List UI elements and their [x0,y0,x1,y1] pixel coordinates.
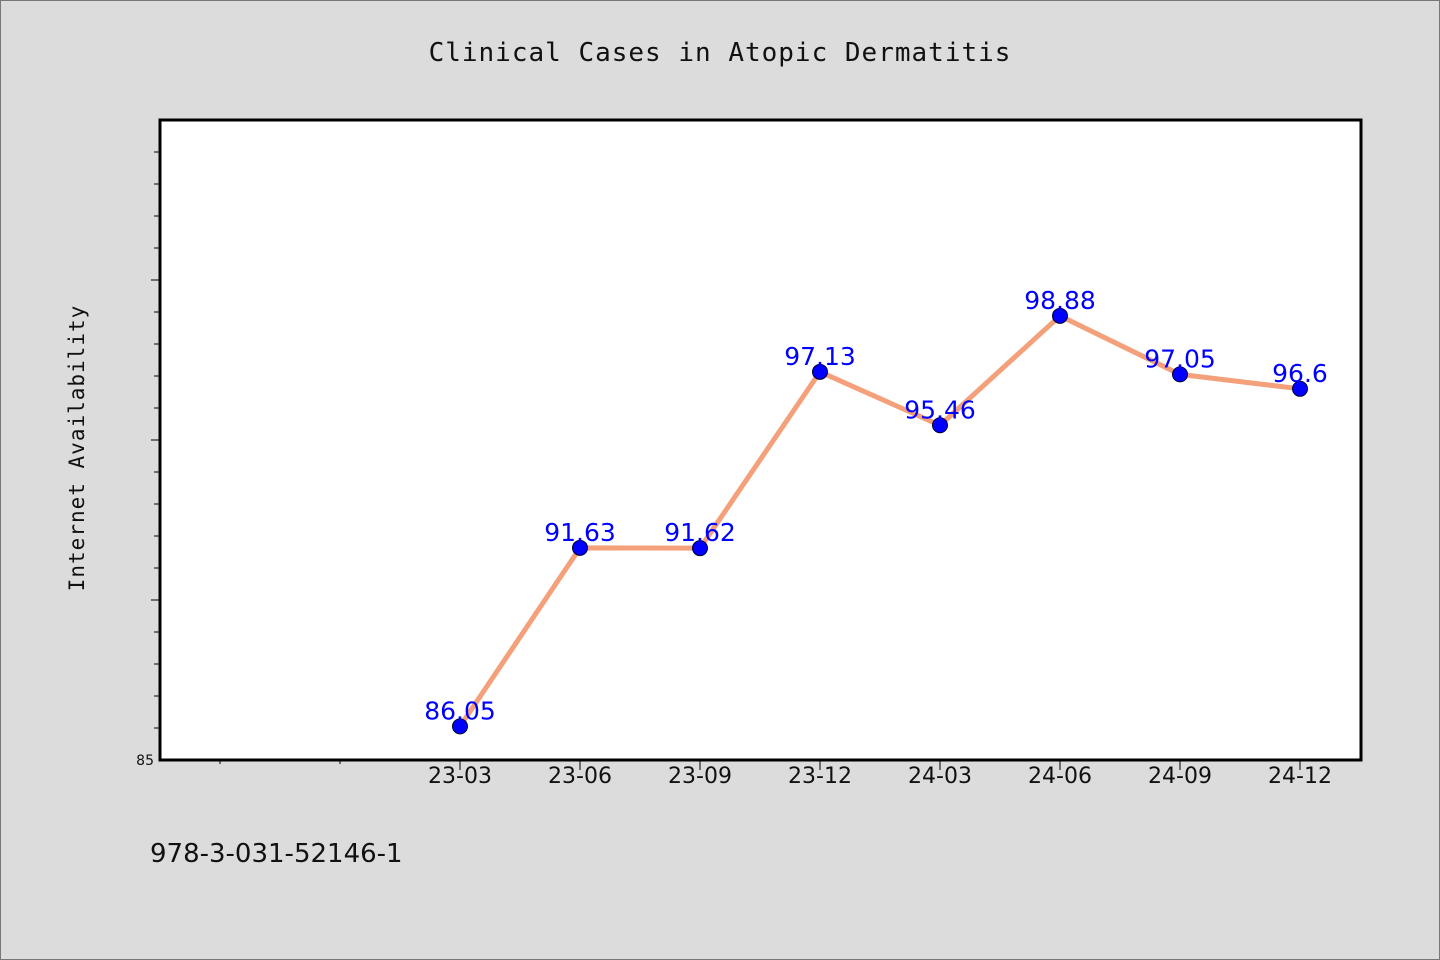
data-label: 97.13 [784,342,856,371]
x-tick-label: 24-03 [908,764,972,789]
data-label: 86.05 [424,696,496,725]
data-label: 97.05 [1144,344,1216,373]
plot-area [158,118,1363,762]
series-line [457,313,1301,728]
data-point [1292,380,1308,397]
series-line-group: 86.05 91.63 91.62 97.13 95.46 98.88 97.05 96.6 [424,286,1328,735]
x-tick-label: 23-12 [788,764,852,789]
y-axis-label: Internet Availability [65,305,89,592]
chart-title: Clinical Cases in Atopic Dermatitis [429,38,1012,68]
data-label: 95.46 [904,395,976,424]
data-point [572,539,588,556]
footer-isbn: 978-3-031-52146-1 [150,839,403,869]
data-label: 91.62 [664,518,736,547]
data-point [692,540,708,557]
data-label: 91.63 [544,518,616,547]
x-tick-label: 24-12 [1268,764,1332,789]
x-tick-label: 23-03 [428,764,492,789]
data-label: 98.88 [1024,286,1096,315]
data-point [932,417,948,434]
data-label: 96.6 [1272,359,1328,388]
axis-ticks: 85 23-03 23-06 23-09 23-12 24-03 24-06 24-09 24-… [136,151,1332,789]
data-point [1052,307,1068,324]
x-tick-label: 23-09 [668,764,732,789]
data-point [452,718,468,735]
data-point [1172,366,1188,383]
y-tick-label: 85 [136,753,154,769]
x-tick-label: 23-06 [548,764,612,789]
x-tick-label: 24-09 [1148,764,1212,789]
data-point [812,363,828,380]
x-tick-label: 24-06 [1028,764,1092,789]
